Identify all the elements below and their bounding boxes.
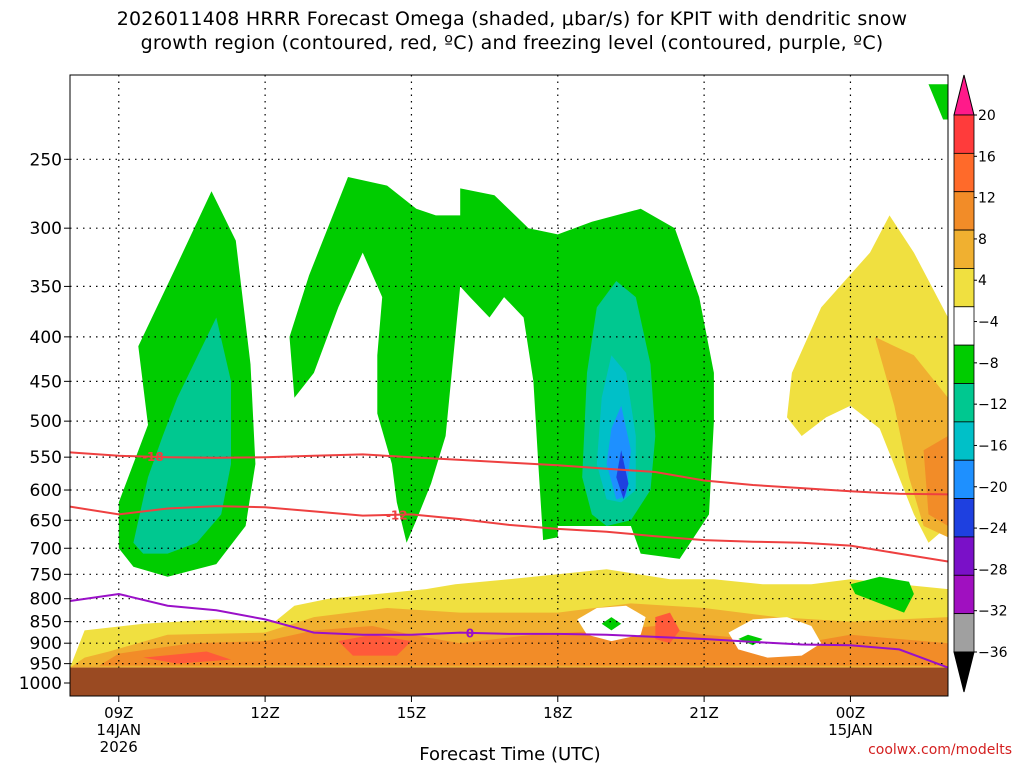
omega-region-6 bbox=[616, 450, 629, 500]
x-tick-label-00Z: 00Z bbox=[836, 704, 865, 722]
contour-label-2: 0 bbox=[466, 626, 474, 640]
x-axis-label: Forecast Time (UTC) bbox=[419, 744, 601, 765]
colorbar-bin-11 bbox=[953, 536, 975, 576]
omega-region-13 bbox=[143, 651, 231, 664]
colorbar-arrow-bottom bbox=[953, 651, 975, 693]
ground-surface bbox=[70, 667, 948, 696]
colorbar-label-1: 16 bbox=[978, 149, 996, 165]
omega-region-1 bbox=[133, 317, 231, 554]
omega-region-12 bbox=[923, 436, 948, 526]
colorbar-label-13: −36 bbox=[978, 645, 1008, 661]
colorbar-bin-13 bbox=[953, 613, 975, 653]
contour-line-0 bbox=[70, 451, 948, 496]
colorbar-bin-9 bbox=[953, 459, 975, 499]
y-tick-label-800: 800 bbox=[30, 590, 62, 610]
pressure-axis: 2503003504004505005506006507007508008509… bbox=[19, 150, 70, 694]
y-tick-label-300: 300 bbox=[30, 219, 62, 239]
omega-region-18 bbox=[728, 617, 822, 658]
colorbar-label-10: −24 bbox=[978, 521, 1008, 537]
colorbar-label-0: 20 bbox=[978, 108, 996, 124]
y-tick-label-950: 950 bbox=[30, 655, 62, 675]
omega-region-14 bbox=[338, 634, 412, 656]
contour-line-2 bbox=[70, 592, 948, 669]
omega-region-17 bbox=[601, 617, 622, 631]
ground-fill bbox=[70, 667, 948, 696]
x-tick-date-09Z: 14JAN bbox=[96, 721, 141, 739]
colorbar-bin-12 bbox=[953, 574, 975, 615]
y-tick-label-750: 750 bbox=[30, 565, 62, 585]
y-tick-label-600: 600 bbox=[30, 481, 62, 501]
colorbar-bin-7 bbox=[953, 383, 975, 423]
grid-lines bbox=[70, 75, 948, 668]
colorbar-bin-0 bbox=[953, 114, 975, 154]
contour-label-0: -18 bbox=[142, 450, 164, 464]
y-tick-label-550: 550 bbox=[30, 448, 62, 468]
colorbar-label-3: 8 bbox=[978, 232, 987, 248]
y-tick-label-400: 400 bbox=[30, 328, 62, 348]
colorbar-label-8: −16 bbox=[978, 438, 1008, 454]
colorbar-label-12: −32 bbox=[978, 604, 1008, 620]
x-tick-label-18Z: 18Z bbox=[543, 704, 572, 722]
colorbar-bin-4 bbox=[953, 268, 975, 308]
x-tick-year-09Z: 2026 bbox=[100, 738, 138, 756]
omega-region-21 bbox=[928, 84, 948, 120]
omega-region-20 bbox=[850, 576, 914, 613]
colorbar-label-9: −20 bbox=[978, 480, 1008, 496]
y-tick-label-450: 450 bbox=[30, 372, 62, 392]
x-tick-label-15Z: 15Z bbox=[397, 704, 426, 722]
omega-region-15 bbox=[655, 612, 680, 644]
x-tick-label-09Z: 09Z bbox=[104, 704, 133, 722]
omega-shaded-fields bbox=[70, 84, 948, 668]
colorbar-arrow-top bbox=[953, 74, 975, 116]
y-tick-label-900: 900 bbox=[30, 634, 62, 654]
x-tick-label-21Z: 21Z bbox=[689, 704, 718, 722]
y-tick-label-500: 500 bbox=[30, 412, 62, 432]
contour-line-1 bbox=[70, 505, 948, 563]
colorbar-label-5: −4 bbox=[978, 315, 999, 331]
plot-frame bbox=[69, 74, 949, 697]
y-tick-label-250: 250 bbox=[30, 150, 62, 170]
colorbar-label-7: −12 bbox=[978, 397, 1008, 413]
colorbar-bin-8 bbox=[953, 421, 975, 461]
y-tick-label-650: 650 bbox=[30, 511, 62, 531]
colorbar-label-4: 4 bbox=[978, 273, 987, 289]
x-tick-date-00Z: 15JAN bbox=[828, 721, 873, 739]
colorbar-bin-2 bbox=[953, 191, 975, 231]
contour-label-1: -12 bbox=[386, 508, 408, 522]
temperature-contours: -18 -12 0 bbox=[70, 450, 948, 669]
credit-text: coolwx.com/modelts bbox=[868, 742, 1012, 758]
chart-title-line-1: 2026011408 HRRR Forecast Omega (shaded, … bbox=[116, 8, 908, 30]
chart-title-line-2: growth region (contoured, red, ºC) and f… bbox=[140, 32, 884, 54]
omega-colorbar: 20 16 12 8 4 −4 −8 −12 −16 −20 −24 −28 −32 −36 bbox=[953, 74, 1008, 693]
y-tick-label-850: 850 bbox=[30, 613, 62, 633]
y-tick-label-350: 350 bbox=[30, 277, 62, 297]
colorbar-label-2: 12 bbox=[978, 191, 996, 207]
colorbar-bin-10 bbox=[953, 498, 975, 538]
colorbar-label-11: −28 bbox=[978, 562, 1008, 578]
colorbar-bin-5 bbox=[953, 306, 975, 346]
omega-region-11 bbox=[99, 626, 948, 666]
y-tick-label-700: 700 bbox=[30, 539, 62, 559]
colorbar-bin-1 bbox=[953, 152, 975, 193]
colorbar-bin-6 bbox=[953, 344, 975, 384]
x-tick-label-12Z: 12Z bbox=[250, 704, 279, 722]
colorbar-label-6: −8 bbox=[978, 356, 999, 372]
y-tick-label-1000: 1000 bbox=[19, 674, 62, 694]
colorbar-bin-3 bbox=[953, 229, 975, 269]
